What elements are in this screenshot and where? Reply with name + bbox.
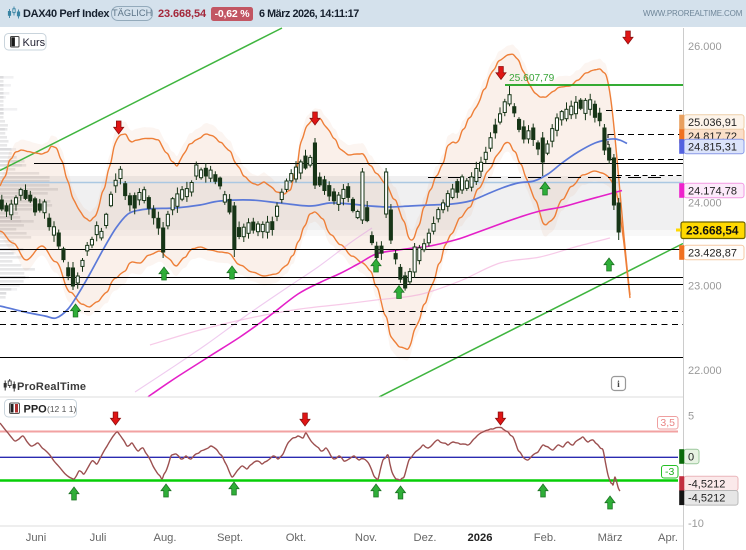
svg-text:24.815,31: 24.815,31 [688,141,737,153]
svg-text:Dez.: Dez. [413,532,436,544]
svg-text:-3: -3 [665,466,674,478]
svg-text:(12 1 1): (12 1 1) [47,404,76,414]
svg-text:Nov.: Nov. [355,532,377,544]
svg-text:24.000: 24.000 [688,197,722,209]
svg-text:ProRealTime: ProRealTime [17,381,86,393]
svg-text:Aug.: Aug. [153,532,176,544]
svg-text:Feb.: Feb. [534,532,556,544]
svg-text:März: März [598,532,623,544]
svg-text:-4,5212: -4,5212 [688,493,725,505]
svg-text:26.000: 26.000 [688,41,722,53]
svg-text:Apr.: Apr. [658,532,678,544]
svg-text:25.607,79: 25.607,79 [509,73,555,84]
svg-text:5: 5 [688,410,694,422]
svg-text:3,5: 3,5 [660,417,675,429]
svg-text:25.036,91: 25.036,91 [688,117,737,129]
svg-text:23.000: 23.000 [688,280,722,292]
svg-text:23.668,54: 23.668,54 [686,224,739,238]
svg-text:i: i [617,380,620,390]
svg-text:23.428,87: 23.428,87 [688,247,737,259]
svg-text:Okt.: Okt. [286,532,307,544]
svg-text:22.000: 22.000 [688,365,722,377]
svg-text:Kurs: Kurs [23,37,46,49]
svg-text:-10: -10 [688,518,704,530]
svg-text:Juli: Juli [90,532,107,544]
svg-text:2026: 2026 [468,532,493,544]
svg-text:Juni: Juni [26,532,47,544]
svg-text:-4,5212: -4,5212 [688,478,725,490]
svg-text:0: 0 [688,451,694,463]
svg-text:24.174,78: 24.174,78 [688,185,737,197]
svg-text:Sept.: Sept. [217,532,243,544]
svg-text:PPO: PPO [24,404,48,416]
